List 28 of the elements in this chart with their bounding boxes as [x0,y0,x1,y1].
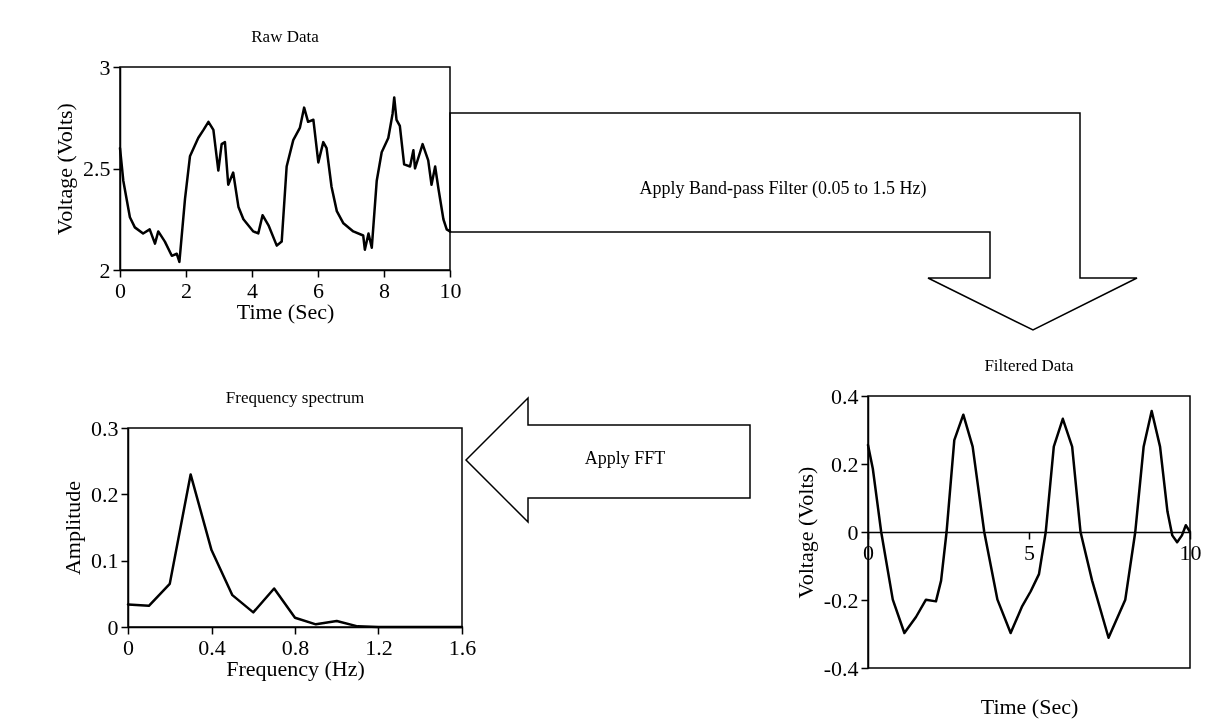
x-tick-label: 1.6 [448,634,477,660]
y-axis-title: Voltage (Volts) [52,103,77,235]
x-tick-label: 2 [181,277,192,303]
y-tick-label: 2.5 [83,156,111,181]
y-tick-label: 0 [847,519,859,545]
x-tick-label: 1.2 [365,634,393,660]
y-tick-label: -0.2 [823,587,859,613]
x-tick-label: 8 [379,277,390,303]
y-tick-label: 0.3 [91,415,119,441]
y-axis-title: Amplitude [60,480,85,576]
y-tick-label: 3 [99,54,111,80]
y-tick-label: 0.2 [91,481,119,507]
y-axis-title: Voltage (Volts) [792,466,818,599]
y-tick-label: -0.4 [823,655,859,681]
chart-title: Frequency spectrum [225,388,365,407]
y-tick-label: 0.4 [831,383,859,409]
text: Apply Band-pass Filter (0.05 to 1.5 Hz) [639,177,927,199]
x-axis-title: Time (Sec) [980,693,1079,719]
chart-title: Filtered Data [984,356,1075,375]
y-tick-label: 0 [107,614,119,640]
y-tick-label: 2 [99,257,111,283]
x-tick-label: 10 [439,277,462,303]
x-tick-label: 5 [1024,539,1035,565]
chart-title: Raw Data [251,27,320,46]
x-tick-label: 0.4 [198,634,226,660]
y-tick-label: 0.1 [91,548,119,574]
text: Apply FFT [584,447,666,469]
y-tick-label: 0.2 [831,451,859,477]
